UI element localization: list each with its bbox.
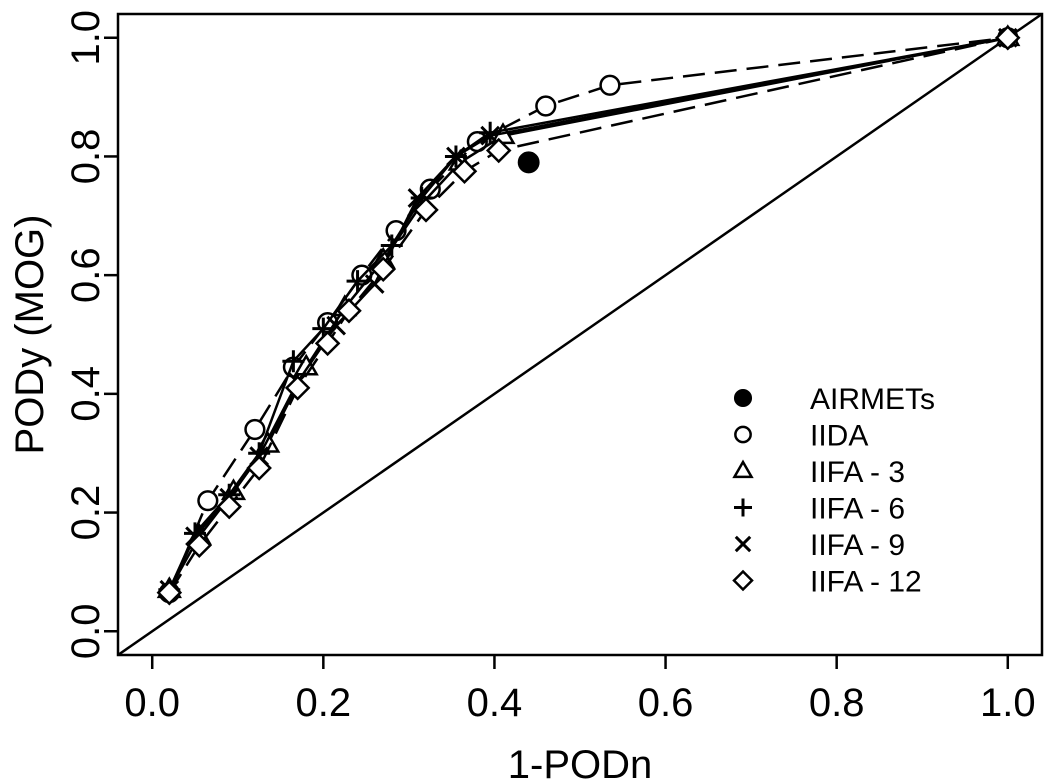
data-point-iifa-12 bbox=[216, 493, 242, 520]
data-point-iifa-12 bbox=[246, 455, 272, 481]
data-point-iifa-12 bbox=[284, 375, 311, 401]
data-point-iifa-12 bbox=[995, 24, 1021, 51]
y-tick-label: 0.6 bbox=[64, 247, 108, 303]
data-point-iifa-6 bbox=[346, 270, 369, 293]
data-point-iifa-12 bbox=[336, 297, 362, 324]
legend-marker-iida bbox=[734, 425, 752, 444]
legend-label-airmets: AIRMETs bbox=[810, 383, 935, 416]
legend-label-iifa-6: IIFA - 6 bbox=[810, 492, 905, 525]
y-tick-label: 0.0 bbox=[64, 603, 108, 659]
legend-label-iifa-3: IIFA - 3 bbox=[810, 456, 905, 489]
data-point-iida bbox=[197, 490, 219, 512]
y-tick-label: 1.0 bbox=[64, 10, 108, 66]
data-point-iida bbox=[535, 95, 557, 117]
series-layer bbox=[156, 24, 1021, 606]
legend-entry-iida: IIDA bbox=[734, 419, 868, 452]
x-axis: 0.0 0.2 0.4 0.6 0.8 1.0 bbox=[124, 655, 1036, 725]
x-axis-title: 1-PODn bbox=[508, 743, 653, 783]
x-tick-label: 0.4 bbox=[467, 681, 523, 725]
data-point-iifa-12 bbox=[370, 256, 396, 282]
y-axis: 0.0 0.2 0.4 0.6 0.8 1.0 bbox=[64, 10, 118, 659]
y-axis-title: PODy (MOG) bbox=[8, 215, 52, 455]
data-point-iifa-6 bbox=[479, 121, 502, 144]
legend-marker-airmets bbox=[733, 388, 753, 408]
y-tick-label: 0.2 bbox=[64, 485, 108, 541]
plot-area bbox=[116, 12, 1044, 657]
legend-entry-iifa-6: IIFA - 6 bbox=[734, 492, 905, 525]
x-tick-label: 0.0 bbox=[124, 681, 180, 725]
data-point-iida bbox=[599, 74, 621, 96]
data-point-airmets bbox=[517, 151, 540, 174]
series-iida bbox=[158, 27, 1019, 604]
y-tick-label: 0.4 bbox=[64, 366, 108, 422]
x-tick-label: 0.8 bbox=[809, 681, 865, 725]
data-point-iida bbox=[244, 418, 266, 441]
series-line-iida bbox=[168, 36, 1008, 594]
legend-entry-iifa-9: IIFA - 9 bbox=[734, 529, 905, 562]
legend-label-iida: IIDA bbox=[810, 419, 868, 452]
x-tick-label: 0.6 bbox=[638, 681, 694, 725]
legend-marker-iifa-12 bbox=[732, 569, 754, 592]
y-tick-label: 0.8 bbox=[64, 129, 108, 185]
legend-entry-iifa-3: IIFA - 3 bbox=[732, 456, 905, 489]
data-point-iifa-12 bbox=[156, 579, 183, 606]
legend-entry-airmets: AIRMETs bbox=[733, 383, 935, 416]
series-airmets bbox=[517, 151, 540, 174]
x-tick-label: 1.0 bbox=[980, 681, 1036, 725]
data-point-iifa-6 bbox=[282, 350, 305, 373]
legend-label-iifa-9: IIFA - 9 bbox=[810, 529, 905, 562]
legend-marker-iifa-9 bbox=[734, 535, 752, 553]
series-iifa-12 bbox=[156, 24, 1021, 606]
data-point-iifa-12 bbox=[186, 532, 213, 558]
data-point-iifa-12 bbox=[314, 330, 341, 357]
diagonal-reference-line bbox=[117, 12, 1043, 657]
legend-label-iifa-12: IIFA - 12 bbox=[810, 565, 922, 598]
legend-marker-iifa-3 bbox=[732, 459, 754, 479]
x-tick-label: 0.2 bbox=[296, 681, 352, 725]
data-point-iifa-12 bbox=[413, 197, 439, 223]
plot-frame bbox=[116, 12, 1044, 657]
legend-entry-iifa-12: IIFA - 12 bbox=[732, 565, 922, 598]
data-point-iifa-12 bbox=[485, 137, 512, 164]
data-point-iifa-12 bbox=[451, 158, 478, 185]
legend-marker-iifa-6 bbox=[734, 498, 752, 517]
